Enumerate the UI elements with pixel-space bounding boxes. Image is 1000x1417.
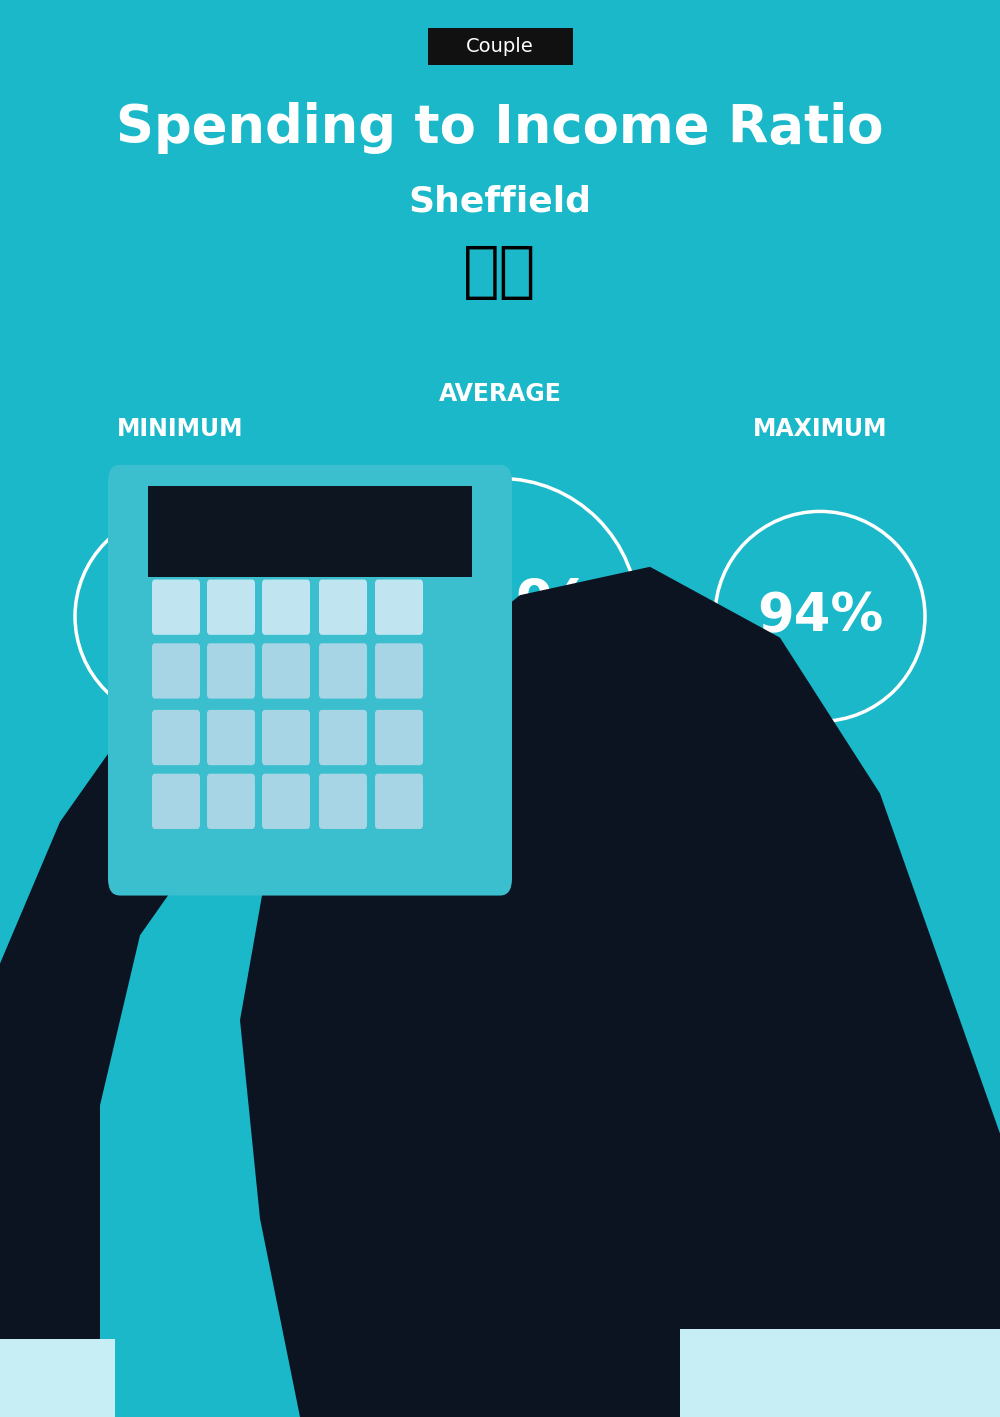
Polygon shape (600, 652, 840, 1105)
FancyBboxPatch shape (720, 1345, 840, 1360)
FancyBboxPatch shape (375, 643, 423, 699)
FancyBboxPatch shape (207, 710, 255, 765)
FancyBboxPatch shape (207, 580, 255, 635)
FancyBboxPatch shape (680, 1329, 1000, 1417)
Polygon shape (0, 595, 500, 1417)
FancyBboxPatch shape (262, 580, 310, 635)
FancyBboxPatch shape (375, 710, 423, 765)
Polygon shape (280, 708, 500, 1020)
Text: MAXIMUM: MAXIMUM (753, 418, 887, 441)
Text: AVERAGE: AVERAGE (439, 383, 561, 405)
FancyBboxPatch shape (720, 1253, 840, 1268)
FancyBboxPatch shape (207, 643, 255, 699)
FancyBboxPatch shape (152, 710, 200, 765)
FancyBboxPatch shape (152, 580, 200, 635)
Text: MINIMUM: MINIMUM (117, 418, 243, 441)
Text: Spending to Income Ratio: Spending to Income Ratio (116, 102, 884, 153)
FancyBboxPatch shape (262, 774, 310, 829)
FancyBboxPatch shape (720, 1308, 840, 1323)
FancyBboxPatch shape (428, 28, 572, 65)
Text: $: $ (773, 1173, 787, 1193)
Ellipse shape (835, 1185, 965, 1323)
Polygon shape (530, 1190, 620, 1360)
Text: 84%: 84% (404, 577, 596, 656)
Text: 94%: 94% (757, 591, 883, 642)
Text: $: $ (889, 1247, 911, 1275)
Polygon shape (400, 893, 780, 1063)
FancyBboxPatch shape (319, 580, 367, 635)
FancyBboxPatch shape (720, 1271, 840, 1287)
FancyBboxPatch shape (319, 643, 367, 699)
FancyBboxPatch shape (319, 710, 367, 765)
Text: 75%: 75% (117, 591, 243, 642)
FancyBboxPatch shape (152, 643, 200, 699)
FancyBboxPatch shape (262, 710, 310, 765)
FancyBboxPatch shape (108, 465, 512, 896)
Polygon shape (630, 935, 680, 1034)
FancyBboxPatch shape (207, 774, 255, 829)
Text: Sheffield: Sheffield (409, 184, 592, 218)
FancyBboxPatch shape (0, 1339, 115, 1417)
Polygon shape (240, 567, 1000, 1417)
FancyBboxPatch shape (375, 774, 423, 829)
Text: Couple: Couple (466, 37, 534, 57)
FancyBboxPatch shape (720, 1289, 840, 1305)
Text: 🇬🇧: 🇬🇧 (463, 242, 537, 302)
FancyBboxPatch shape (152, 774, 200, 829)
FancyBboxPatch shape (148, 486, 472, 577)
FancyBboxPatch shape (720, 1234, 840, 1250)
FancyBboxPatch shape (262, 643, 310, 699)
FancyBboxPatch shape (720, 1326, 840, 1342)
FancyBboxPatch shape (375, 580, 423, 635)
FancyBboxPatch shape (319, 774, 367, 829)
Polygon shape (440, 1063, 740, 1360)
Ellipse shape (740, 1131, 820, 1221)
